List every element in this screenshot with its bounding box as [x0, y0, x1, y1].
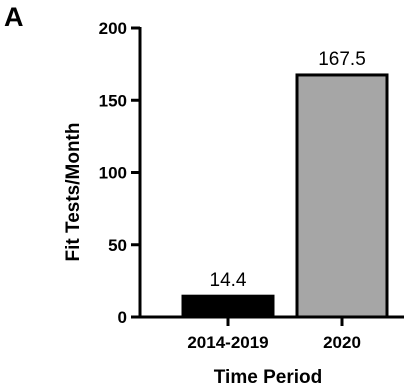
x-tick-label: 2014-2019 — [187, 333, 268, 352]
panel-label: A — [4, 2, 24, 32]
x-axis-title: Time Period — [214, 367, 322, 388]
y-tick-label: 100 — [99, 164, 127, 183]
y-tick-label: 150 — [99, 91, 127, 110]
x-tick-label: 2020 — [323, 333, 361, 352]
x-axis: 2014-2019 2020 — [138, 315, 404, 352]
y-axis: 0 50 100 150 200 — [99, 19, 142, 327]
bars: 14.4 167.5 — [181, 49, 389, 319]
data-label: 167.5 — [318, 49, 366, 70]
bar-2014-2019 — [181, 294, 275, 319]
y-tick-label: 50 — [108, 236, 127, 255]
bar-2020 — [295, 73, 389, 319]
y-tick-label: 200 — [99, 19, 127, 38]
y-tick-label: 0 — [118, 308, 127, 327]
data-label: 14.4 — [210, 270, 247, 291]
y-axis-title: Fit Tests/Month — [63, 123, 84, 262]
